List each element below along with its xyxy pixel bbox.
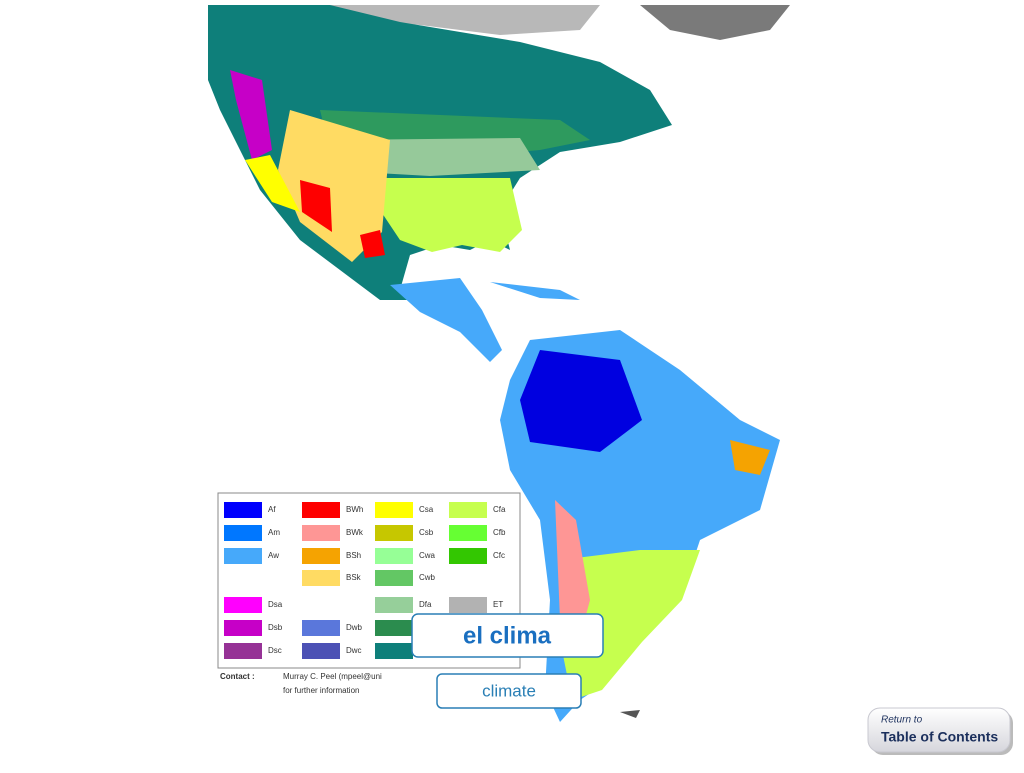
legend-label: Dfa <box>419 600 432 609</box>
contact-line: for further information <box>283 686 359 695</box>
legend-label: BWh <box>346 505 363 514</box>
greenland <box>640 5 790 40</box>
toc-link[interactable]: Table of Contents <box>881 729 998 745</box>
contact-line: Murray C. Peel (mpeel@uni <box>283 672 382 681</box>
legend-label: Cfb <box>493 528 506 537</box>
legend-swatch <box>224 525 262 541</box>
subtitle: climate <box>482 681 536 700</box>
central-america <box>390 278 502 362</box>
legend-swatch <box>302 502 340 518</box>
legend-swatch <box>302 548 340 564</box>
legend-label: Csb <box>419 528 434 537</box>
toc-prefix[interactable]: Return to <box>881 715 923 726</box>
cuba <box>490 282 580 300</box>
bwh-desert <box>300 180 332 232</box>
legend-swatch <box>302 570 340 586</box>
island <box>620 710 640 718</box>
dfb-light <box>340 138 540 176</box>
legend-label: Dsa <box>268 600 283 609</box>
legend-swatch <box>224 643 262 659</box>
legend-label: Csa <box>419 505 434 514</box>
legend-label: Cwa <box>419 551 436 560</box>
legend-swatch <box>302 525 340 541</box>
subtitle-box <box>436 673 582 709</box>
legend-swatch <box>449 548 487 564</box>
legend-label: Dsc <box>268 646 282 655</box>
cfa-east <box>380 178 522 252</box>
csb-coast <box>245 155 300 212</box>
legend-swatch <box>449 597 487 613</box>
legend-label: BWk <box>346 528 364 537</box>
legend-swatch <box>302 643 340 659</box>
af-amazon <box>520 350 642 452</box>
toc-button[interactable]: Return to Table of Contents <box>867 707 1013 755</box>
legend-swatch <box>375 620 413 636</box>
legend-label: BSk <box>346 573 362 582</box>
legend-label: Dsb <box>268 623 283 632</box>
legend-swatch <box>375 643 413 659</box>
legend-swatch <box>302 620 340 636</box>
legend-label: Am <box>268 528 280 537</box>
legend-swatch <box>224 502 262 518</box>
title: el clima <box>463 622 552 649</box>
legend-label: Aw <box>268 551 279 560</box>
legend-swatch <box>375 597 413 613</box>
toc-face[interactable] <box>867 707 1011 753</box>
legend-label: ET <box>493 600 503 609</box>
bsk-west <box>278 110 390 262</box>
legend-swatch <box>375 548 413 564</box>
legend-label: BSh <box>346 551 361 560</box>
legend-label: Dwc <box>346 646 362 655</box>
climate-map <box>208 5 790 722</box>
legend-label: Af <box>268 505 276 514</box>
legend-swatch <box>224 620 262 636</box>
legend-swatch <box>224 548 262 564</box>
cfa-south <box>560 550 700 700</box>
title-box <box>411 613 604 658</box>
dsb-coast <box>230 70 272 160</box>
arctic-islands <box>330 5 600 35</box>
legend-label: Cfc <box>493 551 505 560</box>
legend-label: Cwb <box>419 573 436 582</box>
legend-swatch <box>449 525 487 541</box>
bsh-brazil <box>730 440 770 475</box>
legend-swatch <box>224 597 262 613</box>
legend-swatch <box>449 502 487 518</box>
legend-swatch <box>375 570 413 586</box>
contact-label: Contact : <box>220 672 255 681</box>
legend-swatch <box>375 525 413 541</box>
legend-label: Cfa <box>493 505 506 514</box>
legend-label: Dwb <box>346 623 363 632</box>
bwh-mexico <box>360 230 385 258</box>
legend-swatch <box>375 502 413 518</box>
